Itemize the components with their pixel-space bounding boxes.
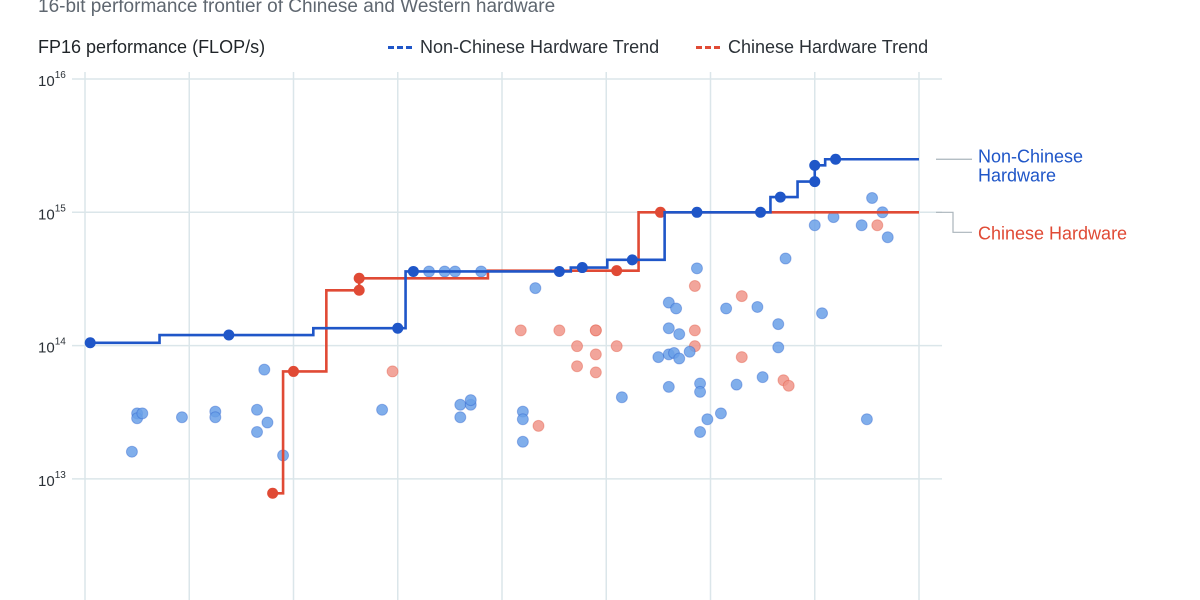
- y-tick-label: 1016: [38, 70, 66, 90]
- frontier-point-non-chinese: [691, 206, 703, 218]
- data-point-non-chinese: [694, 385, 707, 398]
- data-point-non-chinese: [464, 394, 477, 407]
- frontier-point-chinese: [353, 284, 365, 296]
- data-point-non-chinese: [376, 403, 389, 416]
- legend-item-non-chinese-trend: Non-Chinese Hardware Trend: [388, 37, 659, 58]
- chart-subtitle: 16-bit performance frontier of Chinese a…: [38, 0, 556, 17]
- frontier-point-chinese: [353, 272, 365, 284]
- data-point-non-chinese: [751, 300, 764, 313]
- data-point-chinese: [871, 219, 884, 232]
- data-point-non-chinese: [816, 307, 829, 320]
- data-point-non-chinese: [125, 445, 138, 458]
- data-point-non-chinese: [662, 322, 675, 335]
- frontier-point-non-chinese: [626, 254, 638, 266]
- data-point-non-chinese: [251, 425, 264, 438]
- data-point-chinese: [589, 348, 602, 361]
- frontier-point-chinese: [288, 365, 299, 377]
- data-point-chinese: [688, 324, 701, 337]
- data-point-chinese: [688, 279, 701, 292]
- data-point-non-chinese: [209, 411, 222, 424]
- legend-item-chinese-trend: Chinese Hardware Trend: [696, 37, 928, 58]
- data-point-chinese: [735, 351, 748, 364]
- data-point-non-chinese: [673, 328, 686, 341]
- data-point-non-chinese: [772, 341, 785, 354]
- data-point-non-chinese: [694, 425, 707, 438]
- frontier-point-non-chinese: [407, 265, 419, 277]
- data-point-non-chinese: [516, 435, 529, 448]
- y-tick-label: 1015: [38, 203, 66, 223]
- frontier-point-non-chinese: [223, 329, 235, 341]
- y-tick-label: 1014: [38, 337, 66, 357]
- end-label-non-chinese: Non-Chinese: [978, 146, 1083, 166]
- y-axis-label: FP16 performance (FLOP/s): [38, 37, 266, 57]
- end-label-leader-chinese: [936, 211, 972, 233]
- data-point-non-chinese: [662, 380, 675, 393]
- data-point-non-chinese: [529, 282, 542, 295]
- data-point-chinese: [735, 290, 748, 303]
- data-point-chinese: [553, 324, 566, 337]
- data-point-non-chinese: [860, 413, 873, 426]
- end-label-chinese: Chinese Hardware: [978, 223, 1127, 243]
- data-point-non-chinese: [690, 262, 703, 275]
- data-point-chinese: [589, 324, 602, 337]
- data-point-chinese: [610, 340, 623, 353]
- frontier-point-non-chinese: [576, 262, 588, 274]
- frontier-point-non-chinese: [553, 265, 565, 277]
- data-point-chinese: [386, 365, 399, 378]
- data-point-non-chinese: [454, 398, 467, 411]
- data-point-non-chinese: [258, 363, 271, 376]
- data-point-non-chinese: [136, 407, 149, 420]
- data-point-non-chinese: [615, 391, 628, 404]
- data-point-non-chinese: [683, 345, 696, 358]
- data-point-non-chinese: [251, 403, 264, 416]
- data-point-non-chinese: [261, 416, 274, 429]
- y-tick-label: 1013: [38, 470, 66, 490]
- data-point-non-chinese: [808, 219, 821, 232]
- data-point-non-chinese: [855, 219, 868, 232]
- data-point-non-chinese: [670, 302, 683, 315]
- data-point-chinese: [514, 324, 527, 337]
- data-point-non-chinese: [756, 371, 769, 384]
- data-point-non-chinese: [175, 411, 188, 424]
- data-point-non-chinese: [516, 413, 529, 426]
- frontier-point-chinese: [611, 265, 623, 277]
- data-point-non-chinese: [673, 352, 686, 365]
- frontier-point-non-chinese: [392, 322, 404, 334]
- legend-label-chinese: Chinese Hardware Trend: [728, 37, 929, 57]
- frontier-line-non-chinese: [90, 157, 919, 345]
- data-point-non-chinese: [714, 407, 727, 420]
- data-point-chinese: [782, 379, 795, 392]
- frontier-point-chinese: [267, 487, 279, 499]
- frontier-point-chinese: [654, 206, 666, 218]
- end-label-non-chinese: Hardware: [978, 165, 1056, 185]
- legend-swatch-chinese: [696, 46, 720, 49]
- data-point-chinese: [589, 366, 602, 379]
- frontier-point-non-chinese: [809, 176, 821, 188]
- data-point-non-chinese: [772, 318, 785, 331]
- data-point-non-chinese: [730, 378, 743, 391]
- data-point-chinese: [532, 419, 545, 432]
- data-point-non-chinese: [779, 252, 792, 265]
- data-point-non-chinese: [881, 231, 894, 244]
- legend-swatch-non-chinese: [388, 46, 412, 49]
- frontier-point-non-chinese: [809, 159, 821, 171]
- data-point-chinese: [571, 340, 584, 353]
- frontier-point-non-chinese: [84, 337, 96, 349]
- frontier-point-non-chinese: [774, 191, 786, 203]
- data-point-chinese: [571, 360, 584, 373]
- data-point-non-chinese: [701, 413, 714, 426]
- legend-label-non-chinese: Non-Chinese Hardware Trend: [420, 37, 660, 57]
- data-point-non-chinese: [720, 302, 733, 315]
- frontier-point-non-chinese: [830, 153, 842, 165]
- data-point-non-chinese: [652, 351, 665, 364]
- data-point-non-chinese: [454, 411, 467, 424]
- frontier-point-non-chinese: [755, 206, 767, 218]
- data-point-non-chinese: [866, 192, 879, 205]
